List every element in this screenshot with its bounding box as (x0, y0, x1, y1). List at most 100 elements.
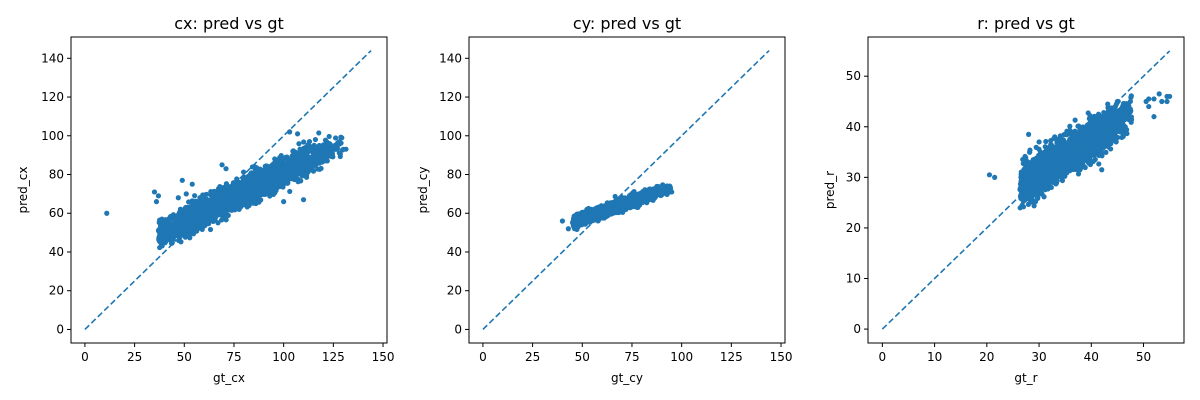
data-point (309, 153, 316, 159)
data-point (213, 205, 219, 211)
data-point (204, 196, 210, 202)
data-point (306, 138, 313, 145)
y-tick-label: 80 (49, 168, 64, 182)
data-point (161, 227, 167, 233)
data-point (183, 214, 190, 220)
data-point (166, 216, 172, 222)
data-point (261, 188, 267, 194)
data-point (280, 157, 287, 163)
data-point (287, 188, 293, 195)
data-point (225, 212, 231, 219)
data-point (243, 178, 250, 184)
data-point (265, 183, 271, 189)
data-point (173, 229, 179, 235)
y-axis-label: pred_cx (16, 167, 30, 214)
x-tick-label: 0 (81, 350, 89, 364)
data-point (328, 153, 334, 159)
data-point (300, 197, 307, 203)
data-point (234, 195, 240, 202)
y-tick-label: 0 (56, 322, 64, 336)
data-point (227, 205, 233, 211)
data-points (559, 182, 675, 232)
data-point (314, 144, 321, 150)
data-point (183, 204, 189, 211)
data-point (296, 161, 303, 167)
data-point (314, 159, 320, 165)
x-axis-ticks: 0 25 50 75 100 125 150 (81, 343, 394, 364)
cx-scatter-panel: cx: pred vs gt 0 25 50 75 100 125 150 02040608… (16, 14, 394, 385)
y-axis-ticks: 0 20 40 60 80 100 120 140 (41, 51, 71, 336)
data-point (316, 130, 322, 136)
data-point (290, 175, 297, 181)
data-point (196, 200, 203, 206)
y-tick-label: 40 (49, 245, 64, 259)
x-axis-label: gt_cx (213, 371, 245, 385)
data-point (271, 169, 277, 175)
data-point (318, 150, 325, 156)
data-point (294, 131, 301, 137)
x-tick-label: 100 (272, 350, 295, 364)
x-tick-label: 25 (127, 350, 142, 364)
data-point (207, 226, 214, 233)
data-point (186, 199, 192, 205)
data-point (183, 220, 190, 226)
data-point (201, 207, 207, 213)
data-point (213, 211, 219, 218)
data-point (321, 157, 327, 163)
x-tick-label: 50 (177, 350, 192, 364)
data-point (163, 233, 169, 239)
y-tick-label: 100 (41, 129, 64, 143)
data-point (333, 135, 339, 141)
data-point (155, 227, 162, 233)
data-point (188, 205, 194, 212)
chart-title: cy: pred vs gt (573, 14, 681, 33)
data-point (241, 190, 248, 197)
data-point (294, 155, 301, 161)
data-point (175, 195, 181, 201)
data-point (219, 162, 225, 168)
data-point (254, 192, 261, 198)
identity-reference-line (84, 49, 372, 331)
data-point (158, 238, 164, 244)
data-point (153, 199, 160, 205)
data-point (196, 206, 202, 212)
data-point (207, 214, 213, 221)
data-point (253, 182, 259, 188)
data-point (310, 164, 316, 170)
data-point (321, 143, 327, 149)
data-point (272, 182, 278, 188)
cy-scatter-panel: cy: pred vs gt 0 25 50 75 100 125 150 02040608… (416, 14, 792, 385)
data-point (294, 169, 300, 175)
data-point (240, 169, 247, 175)
chart-title: cx: pred vs gt (174, 14, 284, 33)
data-point (327, 141, 333, 147)
y-tick-label: 60 (49, 206, 64, 220)
data-point (190, 215, 196, 221)
data-point (179, 177, 185, 183)
data-point (277, 166, 283, 172)
data-point (178, 239, 184, 245)
data-point (242, 196, 248, 203)
data-point (223, 166, 229, 172)
x-tick-label: 75 (226, 350, 241, 364)
data-point (265, 170, 271, 176)
data-point (240, 202, 246, 208)
data-point (303, 172, 310, 179)
data-point (208, 192, 214, 198)
data-point (217, 183, 223, 190)
data-point (174, 213, 180, 219)
data-point (331, 145, 337, 152)
y-tick-label: 120 (41, 90, 64, 104)
data-point (326, 133, 332, 140)
y-tick-label: 140 (41, 51, 64, 65)
data-point (281, 199, 287, 205)
data-point (198, 222, 205, 228)
data-point (267, 193, 273, 199)
data-point (312, 136, 319, 143)
data-point (271, 175, 278, 182)
data-point (297, 146, 303, 152)
data-point (250, 188, 256, 194)
y-tick-label: 20 (49, 284, 64, 298)
data-point (301, 139, 307, 145)
